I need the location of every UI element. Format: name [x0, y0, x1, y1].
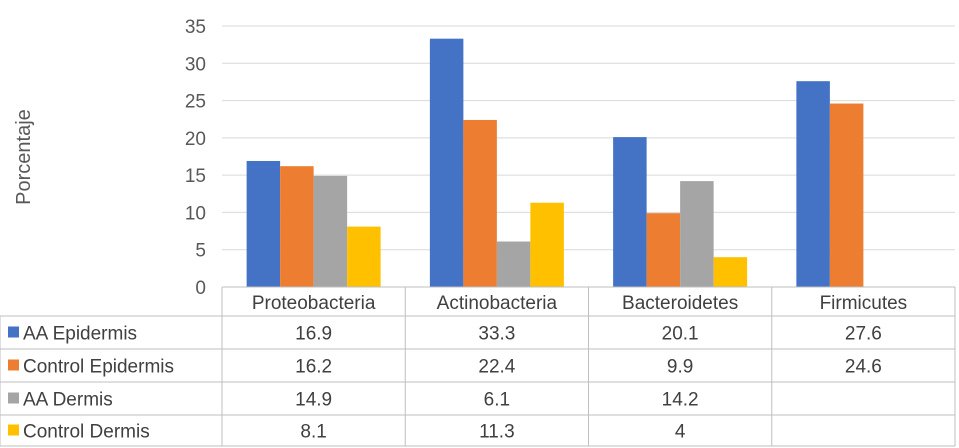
bar: [613, 137, 647, 287]
y-tick-label: 25: [185, 92, 206, 113]
legend-swatch: [8, 424, 19, 436]
legend-swatch: [8, 326, 19, 338]
category-label: Bacteroidetes: [622, 293, 738, 314]
data-label: 24.6: [845, 357, 882, 378]
bar: [313, 175, 348, 287]
category-label: Actinobacteria: [437, 293, 558, 314]
y-tick-label: 15: [185, 166, 206, 187]
y-tick-label: 35: [185, 17, 206, 38]
data-label: 8.1: [300, 422, 326, 443]
data-table: Proteobacteria Actinobacteria Bacteroidete…: [0, 286, 956, 447]
data-label: 6.1: [484, 390, 510, 411]
bar: [646, 213, 681, 287]
legend-label: AA Epidermis: [23, 324, 137, 345]
data-label: 11.3: [479, 422, 515, 443]
data-label: 33.3: [478, 324, 515, 345]
data-label: 14.2: [662, 390, 699, 411]
bar: [530, 202, 564, 287]
y-tick-label: 0: [195, 278, 206, 299]
y-tick-labels: 0 5 10 15 20 25 30 35: [185, 17, 206, 299]
bar: [429, 38, 464, 288]
legend-label: AA Dermis: [23, 390, 113, 411]
bar: [680, 181, 714, 287]
y-tick-label: 10: [185, 203, 206, 224]
legend-label: Control Dermis: [23, 422, 150, 443]
category-label: Proteobacteria: [252, 293, 376, 314]
category-label: Firmicutes: [820, 293, 908, 314]
bar: [796, 81, 830, 287]
data-label: 20.1: [662, 324, 699, 345]
bar: [246, 160, 281, 287]
legend-swatch: [8, 392, 19, 404]
bar: [496, 241, 531, 287]
bar: [463, 119, 497, 288]
data-label: 14.9: [295, 390, 332, 411]
data-label: 16.9: [295, 324, 332, 345]
data-label: 22.4: [478, 357, 515, 378]
data-label: 4: [675, 422, 686, 443]
y-axis-label: Porcentaje: [13, 109, 35, 205]
data-label: 27.6: [845, 324, 882, 345]
bar: [829, 103, 864, 287]
bar: [713, 257, 748, 287]
bar: [347, 226, 381, 287]
bar: [280, 166, 314, 287]
data-label: 16.2: [295, 357, 332, 378]
legend-label: Control Epidermis: [23, 357, 174, 378]
y-tick-label: 5: [195, 241, 206, 262]
data-label: 9.9: [667, 357, 693, 378]
legend-swatch: [8, 359, 19, 371]
bars: [246, 38, 864, 288]
y-tick-label: 20: [185, 129, 206, 150]
y-tick-label: 30: [185, 54, 206, 75]
